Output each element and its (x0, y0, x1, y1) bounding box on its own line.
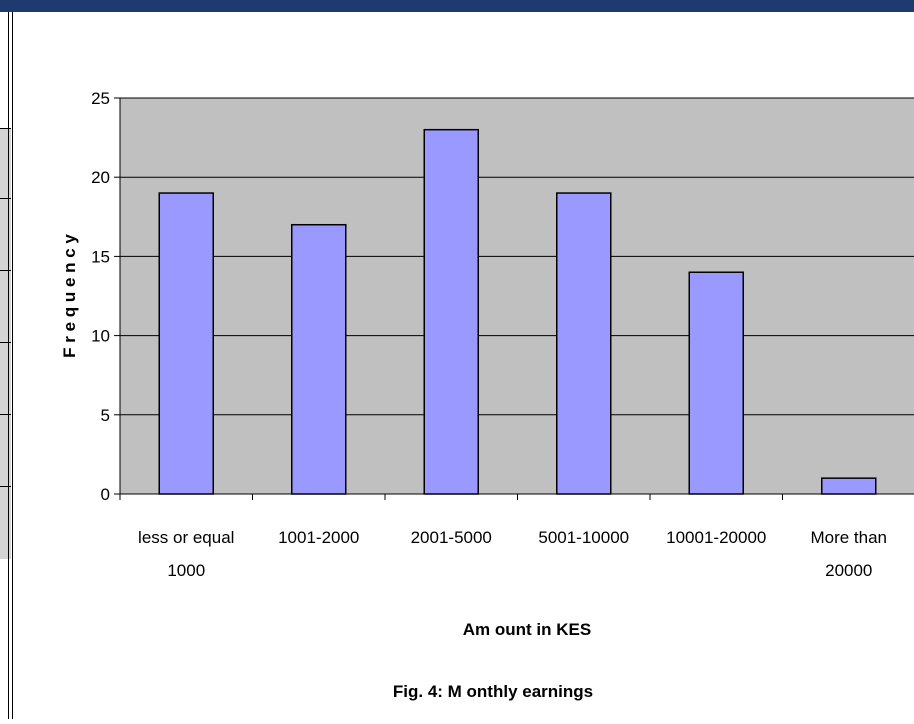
figure-caption: Fig. 4: M onthly earnings (393, 682, 593, 701)
sheet-cell (0, 414, 11, 487)
x-tick-label: less or equal 1000 (138, 528, 234, 580)
bars (158, 128, 877, 495)
y-tick-label: 25 (91, 89, 110, 108)
y-tick-label: 10 (91, 327, 110, 346)
bar (158, 192, 214, 495)
bar (821, 477, 877, 495)
y-tick-label: 5 (101, 406, 110, 425)
sheet-cell (0, 486, 11, 559)
axes (119, 98, 914, 500)
y-tick-label: 0 (101, 485, 110, 504)
x-axis-title: Am ount in KES (463, 620, 591, 639)
x-tick-labels: less or equal 1000 1001-2000 2001-5000 5001-… (138, 528, 887, 580)
bar (688, 271, 744, 495)
plot-background (120, 98, 914, 494)
window-title-bar (0, 0, 914, 12)
sheet-cell (0, 342, 11, 415)
strip-divider (8, 12, 9, 719)
bar-chart: 0 5 10 15 20 25 less or equal 1000 1001-2000 200… (60, 89, 914, 701)
x-tick-label: 1001-2000 (278, 528, 359, 547)
x-tick-label: 5001-10000 (538, 528, 629, 547)
y-tick-label: 20 (91, 168, 110, 187)
bar (423, 128, 479, 495)
x-tick-label: More than 20000 (810, 528, 887, 580)
sheet-cell (0, 198, 11, 271)
sheet-cell (0, 270, 11, 343)
bar (291, 223, 347, 495)
x-tick-label: 10001-20000 (666, 528, 766, 547)
sheet-cell (0, 128, 11, 199)
y-axis-title: F r e q u e n c y (60, 234, 79, 358)
y-tick-label: 15 (91, 247, 110, 266)
chart-area: 0 5 10 15 20 25 less or equal 1000 1001-2000 200… (12, 12, 914, 719)
y-tick-labels: 0 5 10 15 20 25 (91, 89, 110, 504)
bar (556, 192, 612, 495)
gridlines (114, 97, 914, 495)
x-tick-label: 2001-5000 (411, 528, 492, 547)
